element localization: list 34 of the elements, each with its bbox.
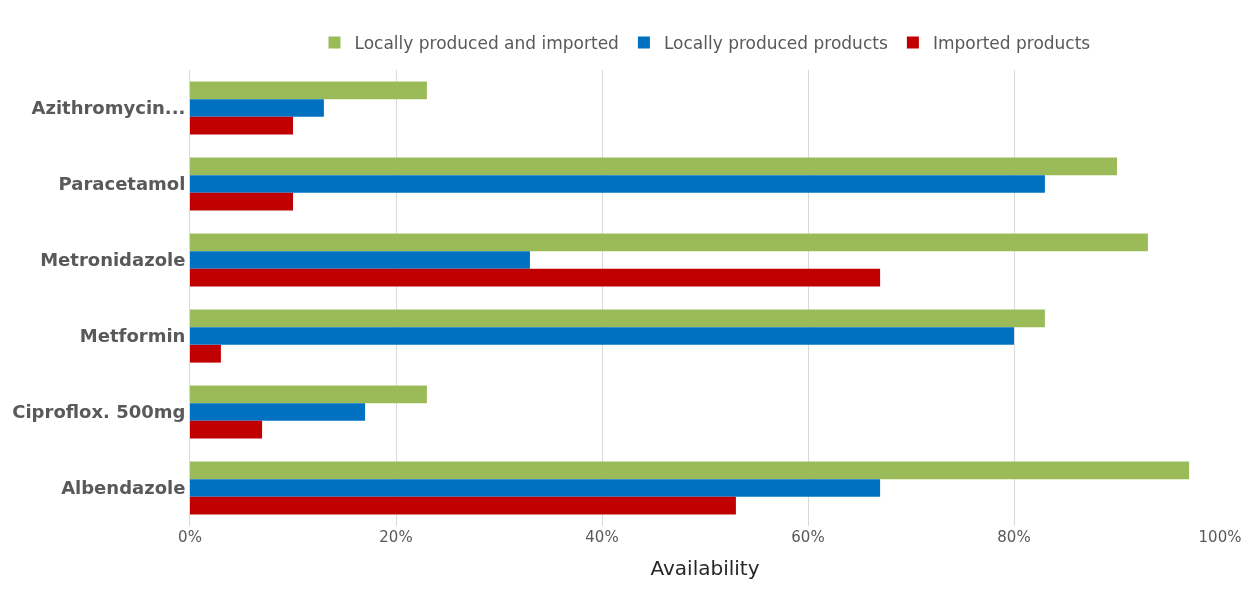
bar bbox=[190, 192, 293, 211]
y-tick-label: Azithromycin... bbox=[31, 97, 186, 119]
bar bbox=[190, 175, 1045, 193]
x-tick-label: 100% bbox=[1198, 528, 1242, 546]
x-tick-label: 0% bbox=[178, 528, 202, 546]
bar bbox=[190, 385, 427, 404]
y-tick-label: Ciproflox. 500mg bbox=[12, 401, 186, 423]
x-tick-label: 20% bbox=[379, 528, 413, 546]
bar bbox=[190, 327, 1014, 345]
bar bbox=[190, 461, 1190, 480]
y-tick-label: Metronidazole bbox=[40, 249, 186, 271]
bar bbox=[190, 116, 293, 135]
bar bbox=[190, 99, 324, 117]
y-tick-label: Albendazole bbox=[61, 477, 186, 499]
bar bbox=[190, 81, 427, 100]
legend-label: Locally produced and imported bbox=[354, 33, 619, 54]
y-tick-label: Metformin bbox=[79, 325, 186, 347]
x-tick-label: 60% bbox=[791, 528, 825, 546]
bar bbox=[190, 251, 530, 269]
x-tick-label: 40% bbox=[585, 528, 619, 546]
bar bbox=[190, 233, 1148, 252]
bar bbox=[190, 309, 1045, 328]
bar bbox=[190, 344, 221, 363]
x-tick-label: 80% bbox=[997, 528, 1031, 546]
bar bbox=[190, 420, 263, 439]
bar bbox=[190, 268, 881, 287]
bar bbox=[190, 157, 1117, 176]
legend-label: Imported products bbox=[932, 33, 1091, 54]
x-axis-title: Availability bbox=[650, 555, 760, 580]
bar bbox=[190, 479, 881, 497]
bar bbox=[190, 403, 366, 421]
y-tick-label: Paracetamol bbox=[58, 173, 186, 195]
legend-label: Locally produced products bbox=[663, 33, 888, 54]
bar bbox=[190, 496, 736, 515]
